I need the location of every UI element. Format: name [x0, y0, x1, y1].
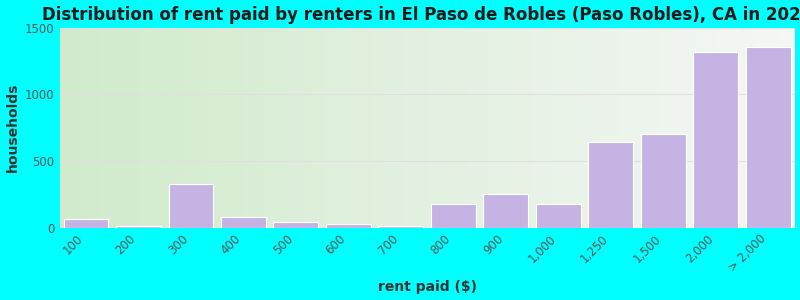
Bar: [63, 219, 108, 228]
Y-axis label: households: households: [6, 83, 19, 172]
Bar: [116, 226, 161, 228]
Bar: [326, 224, 370, 228]
Bar: [641, 134, 686, 228]
Title: Distribution of rent paid by renters in El Paso de Robles (Paso Robles), CA in 2: Distribution of rent paid by renters in …: [42, 6, 800, 24]
Bar: [221, 217, 266, 228]
Bar: [378, 226, 423, 228]
X-axis label: rent paid ($): rent paid ($): [378, 280, 477, 294]
Bar: [536, 204, 581, 228]
Bar: [746, 47, 790, 228]
Bar: [274, 222, 318, 228]
Bar: [694, 52, 738, 228]
Bar: [589, 142, 633, 228]
Bar: [483, 194, 528, 228]
Bar: [431, 204, 475, 228]
Bar: [169, 184, 213, 228]
